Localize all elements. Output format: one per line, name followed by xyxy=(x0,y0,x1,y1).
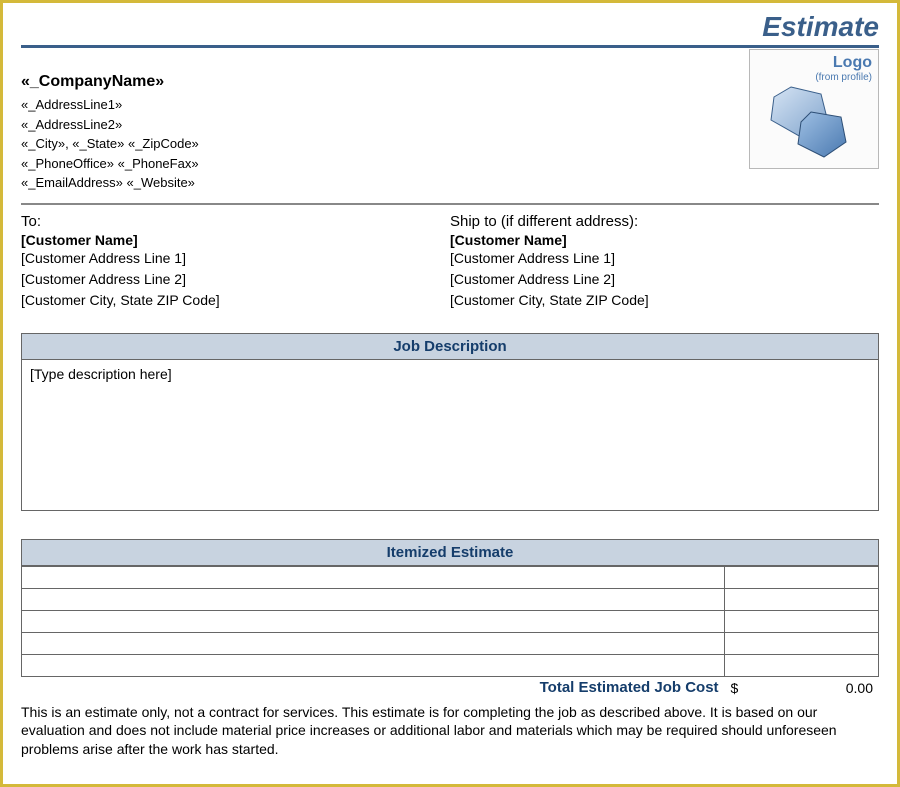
ship-to-block: Ship to (if different address): [Custome… xyxy=(450,213,879,311)
item-amount-cell[interactable] xyxy=(724,632,878,654)
table-row xyxy=(22,654,879,676)
bill-to-addr1: [Customer Address Line 1] xyxy=(21,248,450,269)
table-row xyxy=(22,632,879,654)
ship-to-cityline: [Customer City, State ZIP Code] xyxy=(450,290,879,311)
disclaimer-text: This is an estimate only, not a contract… xyxy=(21,703,879,760)
bill-to-cityline: [Customer City, State ZIP Code] xyxy=(21,290,450,311)
bill-to-label: To: xyxy=(21,213,450,230)
item-amount-cell[interactable] xyxy=(724,654,878,676)
logo-text: Logo xyxy=(756,54,872,72)
job-description-header: Job Description xyxy=(22,334,878,360)
table-row xyxy=(22,610,879,632)
item-description-cell[interactable] xyxy=(22,610,725,632)
ship-to-name: [Customer Name] xyxy=(450,232,879,248)
item-description-cell[interactable] xyxy=(22,566,725,588)
bill-to-block: To: [Customer Name] [Customer Address Li… xyxy=(21,213,450,311)
bill-to-addr2: [Customer Address Line 2] xyxy=(21,269,450,290)
total-label: Total Estimated Job Cost xyxy=(21,677,725,699)
total-amount: 0.00 xyxy=(846,680,873,696)
itemized-estimate-box: Itemized Estimate Total Estimated Job Co… xyxy=(21,539,879,699)
header-rule xyxy=(21,45,879,48)
total-amount-cell: $ 0.00 xyxy=(725,677,879,699)
address-section: To: [Customer Name] [Customer Address Li… xyxy=(21,213,879,311)
estimate-document: Estimate March 2, 2017 «_CompanyName» «_… xyxy=(0,0,900,787)
table-row xyxy=(22,566,879,588)
item-description-cell[interactable] xyxy=(22,588,725,610)
itemized-table xyxy=(21,566,879,677)
ship-to-addr1: [Customer Address Line 1] xyxy=(450,248,879,269)
job-description-body[interactable]: [Type description here] xyxy=(22,360,878,510)
ship-to-label: Ship to (if different address): xyxy=(450,213,879,230)
document-title: Estimate xyxy=(21,11,879,43)
item-description-cell[interactable] xyxy=(22,632,725,654)
total-row-table: Total Estimated Job Cost $ 0.00 xyxy=(21,677,879,699)
job-description-box: Job Description [Type description here] xyxy=(21,333,879,511)
company-webline: «_EmailAddress» «_Website» xyxy=(21,173,879,193)
section-rule xyxy=(21,203,879,205)
table-row xyxy=(22,588,879,610)
ship-to-addr2: [Customer Address Line 2] xyxy=(450,269,879,290)
company-block: «_CompanyName» «_AddressLine1» «_Address… xyxy=(21,73,879,193)
item-description-cell[interactable] xyxy=(22,654,725,676)
item-amount-cell[interactable] xyxy=(724,566,878,588)
logo-placeholder: Logo (from profile) xyxy=(749,49,879,169)
item-amount-cell[interactable] xyxy=(724,610,878,632)
logo-icon xyxy=(756,82,856,162)
currency-symbol: $ xyxy=(731,680,739,696)
bill-to-name: [Customer Name] xyxy=(21,232,450,248)
itemized-header: Itemized Estimate xyxy=(21,539,879,566)
item-amount-cell[interactable] xyxy=(724,588,878,610)
